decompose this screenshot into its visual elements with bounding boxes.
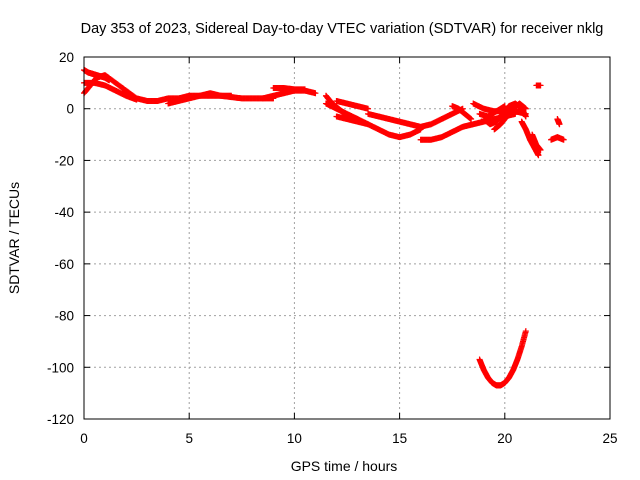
data-point [522, 113, 529, 120]
data-point [365, 121, 372, 128]
data-point [106, 77, 113, 84]
data-point [468, 116, 475, 123]
data-point [535, 152, 542, 159]
plot-area [81, 66, 567, 389]
data-point [301, 86, 308, 93]
data-point [537, 147, 544, 154]
x-tick-label: 25 [602, 431, 617, 446]
y-tick-label: -120 [47, 412, 74, 427]
y-axis-label: SDTVAR / TECUs [6, 182, 22, 294]
x-tick-label: 15 [392, 431, 407, 446]
data-point [312, 90, 319, 97]
data-point [522, 105, 529, 112]
x-tick-label: 10 [287, 431, 302, 446]
y-tick-label: -60 [54, 257, 74, 272]
chart-title: Day 353 of 2023, Sidereal Day-to-day VTE… [81, 21, 604, 37]
data-point [365, 105, 372, 112]
data-point [228, 92, 235, 99]
plot-frame [83, 56, 611, 420]
data-point [556, 121, 563, 128]
data-point [560, 136, 567, 143]
x-tick-label: 5 [185, 431, 193, 446]
y-tick-label: -20 [54, 153, 74, 168]
data-point [501, 103, 508, 110]
x-tick-label: 0 [80, 431, 88, 446]
y-tick-label: -100 [47, 360, 74, 375]
data-point [537, 82, 544, 89]
x-tick-label: 20 [497, 431, 512, 446]
y-tick-label: 0 [66, 102, 74, 117]
y-tick-label: -80 [54, 309, 74, 324]
tick-labels: 0 5 10 15 20 25 20 0 -20 -40 -60 -80 -100 -120 [47, 50, 618, 446]
data-point [522, 328, 529, 335]
x-axis-label: GPS time / hours [291, 458, 398, 474]
data-point [133, 96, 140, 103]
y-tick-label: -40 [54, 205, 74, 220]
y-tick-label: 20 [59, 50, 74, 65]
